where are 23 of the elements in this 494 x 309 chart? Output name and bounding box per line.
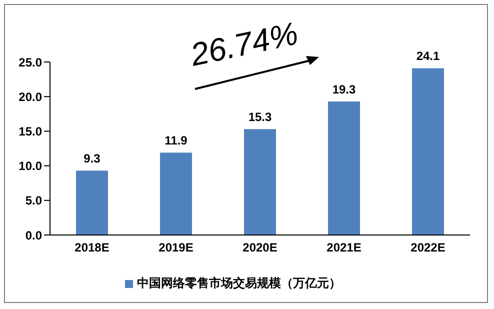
data-label: 9.3 [84, 152, 101, 166]
bar [76, 170, 108, 235]
y-tick-label: 0.0 [25, 228, 42, 242]
y-tick-label: 10.0 [18, 159, 42, 174]
data-label: 15.3 [248, 110, 272, 124]
legend-label: 中国网络零售市场交易规模（万亿元） [137, 276, 341, 290]
bar [412, 68, 444, 235]
data-label: 11.9 [164, 134, 188, 148]
annotation: 26.74% [187, 15, 302, 74]
x-tick-label: 2021E [326, 240, 362, 255]
bar [328, 101, 360, 235]
y-tick-label: 20.0 [18, 90, 42, 104]
x-tick-label: 2020E [242, 240, 278, 255]
y-tick-label: 25.0 [18, 55, 42, 70]
x-tick-label: 2019E [158, 240, 194, 255]
bar [244, 129, 276, 235]
x-tick-label: 2022E [410, 240, 446, 255]
y-tick-label: 15.0 [18, 124, 42, 138]
y-tick-label: 5.0 [25, 194, 42, 208]
bar [160, 152, 192, 235]
x-tick-label: 2018E [74, 240, 110, 255]
data-label: 19.3 [332, 82, 356, 96]
data-label: 24.1 [416, 49, 440, 64]
